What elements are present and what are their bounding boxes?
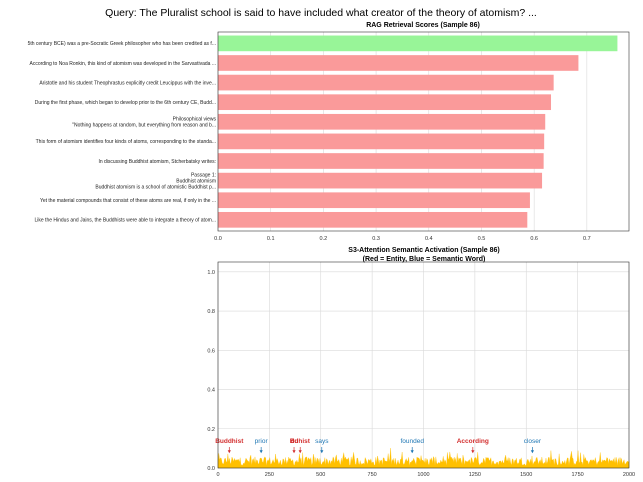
act-x-tick-label: 500 [316,472,325,478]
bar-category-label: According to Noa Ronkin, this kind of at… [30,61,216,67]
bar [218,113,546,130]
act-x-tick-label: 1500 [520,472,532,478]
annotation-arrowhead [410,450,414,454]
annotation-label: founded [400,438,424,445]
annotation-label: closer [524,438,542,445]
act-x-tick-label: 1250 [469,472,481,478]
rag-bar-chart: RAG Retrieval Scores (Sample 86) 5th cen… [28,22,630,242]
bar-category-label: Yet the material compounds that consist … [40,198,216,204]
bar-chart-title: RAG Retrieval Scores (Sample 86) [366,22,480,29]
bar-category-label: In discussing Buddhist atomism, Stcherba… [98,159,216,165]
bar-x-tick-label: 0.6 [530,236,538,242]
act-x-tick-label: 0 [216,472,219,478]
act-y-tick-label: 0.8 [207,309,215,315]
act-x-tick-label: 750 [368,472,377,478]
activation-chart: S3-Attention Semantic Activation (Sample… [207,247,635,478]
bar-category-label: This form of atomism identifies four kin… [36,139,216,145]
bar-x-tick-label: 0.4 [425,236,433,242]
bar-category-label: Like the Hindus and Jains, the Buddhists… [35,218,217,224]
act-x-tick-label: 1750 [572,472,584,478]
bar-category-label: Aristotle and his student Theophrastus e… [39,80,216,86]
annotation-label: says [315,438,329,445]
annotation-arrowhead [292,450,296,454]
bar-chart-bars [218,35,618,228]
bar-x-tick-label: 0.5 [478,236,486,242]
bar [218,211,528,228]
bar-x-tick-label: 0.3 [372,236,380,242]
bar-chart-x-ticks: 0.0 0.1 0.2 0.3 0.4 0.5 0.6 0.7 [214,236,591,242]
activation-chart-frame [217,261,630,469]
bar-chart-y-labels: 5th century BCE) was a pre-Socratic Gree… [28,41,217,223]
annotation-arrowhead [530,450,535,454]
figure-suptitle: Query: The Pluralist school is said to h… [105,7,537,19]
annotation-arrowhead [471,450,475,454]
annotation-label: According [457,438,489,445]
bar [218,35,618,52]
bar [218,94,552,111]
annotation-arrowhead [259,450,263,454]
bar-category-label: Passage 1: Buddhist atomism Buddhist atomi… [95,172,216,190]
activation-y-ticks: 0.0 0.2 0.4 0.6 0.8 1.0 [207,270,215,472]
act-y-tick-label: 0.2 [207,427,215,433]
annotation-label: Buddhist [215,438,244,445]
bar-x-tick-label: 0.1 [267,236,275,242]
annotation-label: ddhist [290,438,310,445]
act-y-tick-label: 0.4 [207,388,215,394]
bar-x-tick-label: 0.7 [583,236,591,242]
bar-category-label: 5th century BCE) was a pre-Socratic Gree… [28,41,216,47]
act-y-tick-label: 0.6 [207,348,215,354]
bar-category-label: Philosophical views "Nothing happens at r… [72,117,216,129]
act-x-tick-label: 250 [265,472,274,478]
annotation-label: prior [255,438,269,445]
annotation-arrowhead [227,450,231,454]
act-x-tick-label: 2000 [623,472,635,478]
activation-area [217,448,630,469]
bar [218,153,544,169]
bar [218,55,579,71]
bar [218,192,530,209]
bar-chart-frame [217,31,630,232]
activation-annotations: Buddhist prior Buddhist says founded Accordin… [215,438,542,454]
activation-x-ticks: 0 250 500 750 1000 1250 1500 1750 2000 [216,472,635,478]
annotation-arrowhead [320,450,324,454]
annotation-label: Bu [290,438,299,445]
activation-chart-title: S3-Attention Semantic Activation (Sample… [348,247,499,254]
bar-x-tick-label: 0.0 [214,236,222,242]
bar-x-tick-label: 0.2 [320,236,328,242]
activation-chart-subtitle: (Red = Entity, Blue = Semantic Word) [363,256,486,263]
bar-category-label: During the first phase, which began to d… [35,100,216,106]
annotation-arrowhead [298,450,302,454]
bar [218,172,543,189]
bar [218,133,545,150]
bar [218,74,554,91]
act-y-tick-label: 0.0 [207,466,215,472]
act-y-tick-label: 1.0 [207,270,215,276]
act-x-tick-label: 1000 [417,472,429,478]
